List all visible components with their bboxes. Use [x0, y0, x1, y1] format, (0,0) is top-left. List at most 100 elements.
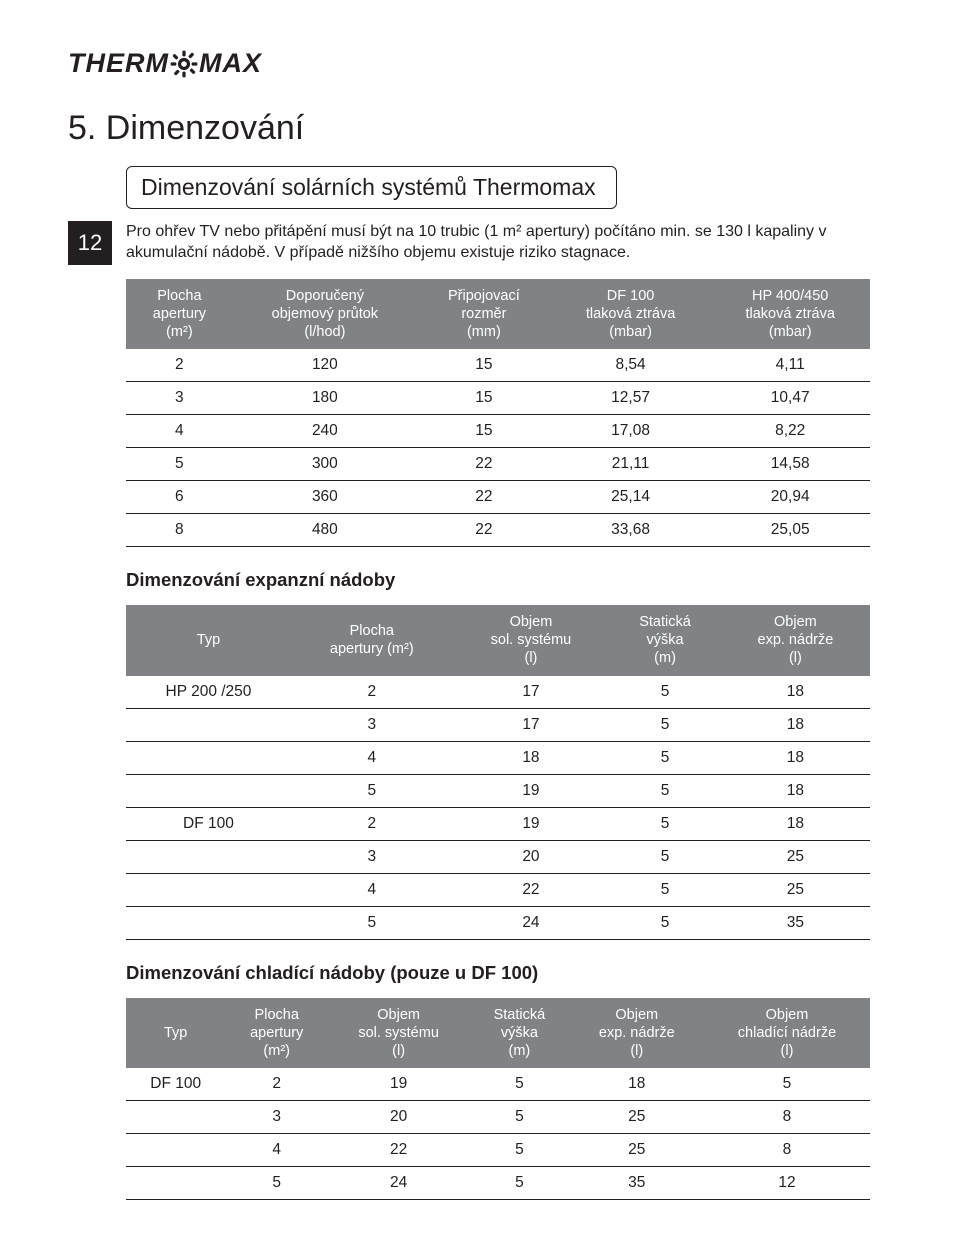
table-header: Statickávýška(m) — [609, 605, 721, 675]
table-cell: 5 — [704, 1068, 870, 1101]
table-row: DF 1002195185 — [126, 1068, 870, 1101]
table-pressure-loss: Plochaapertury(m²)Doporučenýobjemový prů… — [126, 279, 870, 547]
table-row: 3205258 — [126, 1100, 870, 1133]
table-cell: 22 — [328, 1133, 469, 1166]
page: THERM — [0, 0, 960, 1252]
table-cell: 4 — [291, 741, 453, 774]
table-header: Typ — [126, 605, 291, 675]
table-cell: 4 — [126, 415, 233, 448]
brand-part1: THERM — [68, 48, 169, 79]
table-cell: 18 — [721, 807, 870, 840]
table-cell: 2 — [291, 676, 453, 709]
table-cell: 22 — [417, 448, 551, 481]
table-cell: 22 — [453, 873, 610, 906]
table-cell: 4 — [291, 873, 453, 906]
table-cell: 5 — [291, 774, 453, 807]
table-cell: 4,11 — [710, 349, 870, 382]
table-cell: 480 — [233, 514, 417, 547]
table-cell: 360 — [233, 481, 417, 514]
table-cell — [126, 1100, 225, 1133]
table-cell: 17,08 — [551, 415, 711, 448]
table-row: 31801512,5710,47 — [126, 382, 870, 415]
table-cell — [126, 840, 291, 873]
table-header: Plochaapertury(m²) — [126, 279, 233, 349]
table-cell: 5 — [609, 873, 721, 906]
table-row: 418518 — [126, 741, 870, 774]
table-cell: 22 — [417, 481, 551, 514]
table-cell: 20 — [328, 1100, 469, 1133]
table-cell: 3 — [126, 382, 233, 415]
table-cell — [126, 1133, 225, 1166]
table-row: HP 200 /250217518 — [126, 676, 870, 709]
table-cell: 8 — [704, 1100, 870, 1133]
table-header: Plochaapertury (m²) — [291, 605, 453, 675]
table-cell: 19 — [453, 807, 610, 840]
table-cell: 20 — [453, 840, 610, 873]
page-number-box: 12 — [68, 221, 112, 265]
table-cell: 24 — [328, 1166, 469, 1199]
table-cell: 18 — [453, 741, 610, 774]
table-header: Plochaapertury(m²) — [225, 998, 328, 1068]
brand-logo: THERM — [68, 48, 870, 79]
table-header: Objemexp. nádrže(l) — [721, 605, 870, 675]
intro-text: Pro ohřev TV nebo přitápění musí být na … — [126, 221, 870, 264]
table-cell: HP 200 /250 — [126, 676, 291, 709]
gear-icon — [170, 50, 198, 78]
table-header: Objemchladící nádrže(l) — [704, 998, 870, 1068]
table-cell: 18 — [721, 741, 870, 774]
table-row: 519518 — [126, 774, 870, 807]
table-row: 317518 — [126, 708, 870, 741]
table-cell — [126, 741, 291, 774]
table-cell: 5 — [225, 1166, 328, 1199]
table-cell: 24 — [453, 906, 610, 939]
table-row: 84802233,6825,05 — [126, 514, 870, 547]
table-cell: 5 — [469, 1068, 569, 1101]
table-cell: 2 — [126, 349, 233, 382]
table-row: 320525 — [126, 840, 870, 873]
table-header: HP 400/450tlaková ztráva(mbar) — [710, 279, 870, 349]
table-cell: 180 — [233, 382, 417, 415]
table-cell: 25 — [721, 840, 870, 873]
table-cell — [126, 906, 291, 939]
table-cell: 35 — [721, 906, 870, 939]
table-cell: 240 — [233, 415, 417, 448]
table-cell: 21,11 — [551, 448, 711, 481]
table-cell: 15 — [417, 382, 551, 415]
table-cell: 6 — [126, 481, 233, 514]
table-cell: 15 — [417, 349, 551, 382]
table-cell: 5 — [469, 1100, 569, 1133]
table-cell: 18 — [721, 774, 870, 807]
main-content: Plochaapertury(m²)Doporučenýobjemový prů… — [126, 279, 870, 1200]
table-header: Statickávýška(m) — [469, 998, 569, 1068]
table-cell: 18 — [721, 708, 870, 741]
table-expansion-vessel: TypPlochaapertury (m²)Objemsol. systému(… — [126, 605, 870, 939]
table-cell: 8 — [126, 514, 233, 547]
section-title-cooling: Dimenzování chladící nádoby (pouze u DF … — [126, 962, 870, 984]
table-cell: 3 — [291, 840, 453, 873]
table-header: Objemsol. systému(l) — [328, 998, 469, 1068]
table-cell: 8,54 — [551, 349, 711, 382]
page-number: 12 — [78, 230, 102, 256]
table-cell: 17 — [453, 676, 610, 709]
table-cell: 25,14 — [551, 481, 711, 514]
table-header: Typ — [126, 998, 225, 1068]
table-cell: 5 — [609, 840, 721, 873]
table-header: Připojovacírozměr(mm) — [417, 279, 551, 349]
brand-part2: MAX — [199, 48, 262, 79]
table-cell: 18 — [721, 676, 870, 709]
table-cell: 5 — [609, 676, 721, 709]
table-cell: 19 — [453, 774, 610, 807]
table-cell: 2 — [291, 807, 453, 840]
table-cell: 25,05 — [710, 514, 870, 547]
table-row: 53002221,1114,58 — [126, 448, 870, 481]
table-cell: 17 — [453, 708, 610, 741]
table-header: DF 100tlaková ztráva(mbar) — [551, 279, 711, 349]
table-cell — [126, 873, 291, 906]
subtitle-row: Dimenzování solárních systémů Thermomax — [126, 166, 870, 209]
table-cell: 12 — [704, 1166, 870, 1199]
table-cell: 19 — [328, 1068, 469, 1101]
table-cell: 3 — [225, 1100, 328, 1133]
table-row: 422525 — [126, 873, 870, 906]
intro-row: 12 Pro ohřev TV nebo přitápění musí být … — [68, 221, 870, 265]
table-row: 4225258 — [126, 1133, 870, 1166]
